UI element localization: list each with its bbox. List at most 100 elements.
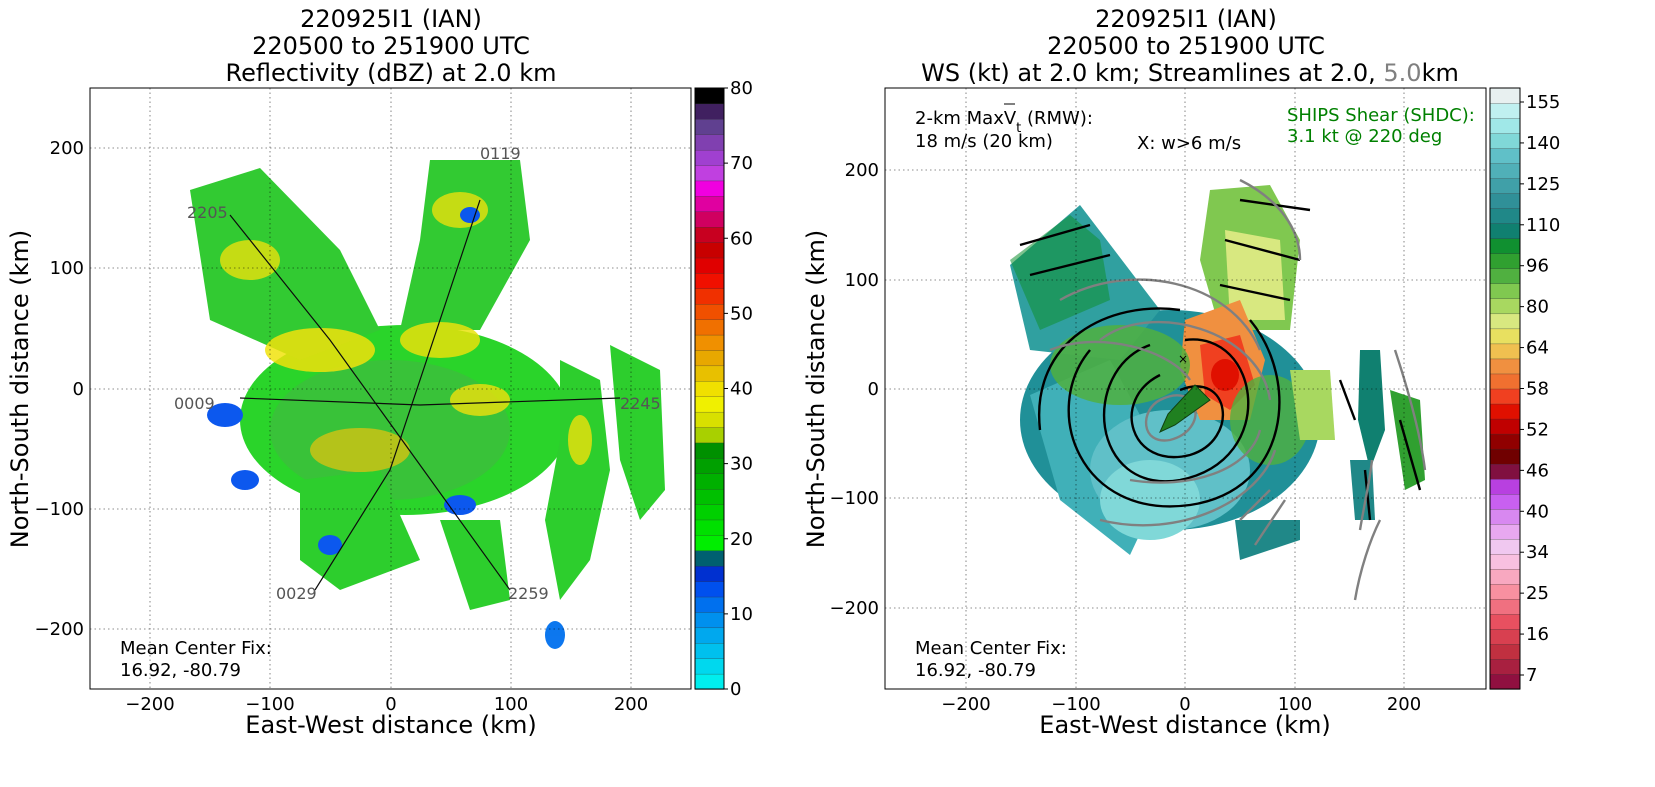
maxvt-label-suffix: (RMW): (1021, 108, 1093, 129)
colorbar-swatch (1489, 508, 1521, 525)
colorbar-tick-label: 60 (730, 228, 753, 249)
colorbar-swatch (694, 673, 725, 690)
colorbar-swatch (694, 658, 725, 675)
right-xtick-label: 0 (1179, 694, 1190, 715)
colorbar-swatch (694, 596, 725, 613)
colorbar-tick-label: 50 (730, 303, 753, 324)
colorbar-tick-label: 52 (1526, 419, 1549, 440)
right-xtick-label: −200 (941, 694, 990, 715)
colorbar-swatch (1489, 117, 1521, 134)
colorbar-swatch (694, 550, 725, 567)
colorbar-swatch (694, 457, 725, 474)
left-x-axis-label: East-West distance (km) (245, 711, 536, 739)
colorbar-tick-label: 25 (1526, 583, 1549, 604)
colorbar-swatch (1489, 193, 1521, 209)
updraft-marker: × (1178, 352, 1188, 366)
left-ytick-label: −100 (35, 499, 84, 520)
colorbar-swatch (1489, 628, 1521, 645)
right-grid (885, 88, 1486, 689)
colorbar-swatch (694, 534, 725, 551)
colorbar-swatch (1489, 568, 1521, 585)
colorbar-swatch (694, 349, 725, 367)
right-y-axis-label: North-South distance (km) (802, 230, 830, 549)
colorbar-swatch (1489, 433, 1521, 450)
colorbar-swatch (694, 426, 725, 444)
colorbar-swatch (1489, 328, 1521, 345)
colorbar-swatch (694, 519, 725, 536)
colorbar-swatch (1489, 253, 1521, 269)
left-title-line2: 220500 to 251900 UTC (252, 32, 530, 60)
left-y-axis-label: North-South distance (km) (6, 230, 34, 549)
colorbar-swatch (1489, 223, 1521, 239)
colorbar-swatch (1489, 177, 1521, 194)
colorbar-tick-label: 30 (730, 454, 753, 475)
right-title-line3-unit: km (1422, 59, 1459, 87)
colorbar-tick-label: 46 (1526, 460, 1549, 481)
colorbar-tick-label: 0 (730, 679, 741, 700)
right-title-line3: WS (kt) at 2.0 km; Streamlines at 2.0, 5… (921, 59, 1459, 87)
colorbar-tick-label: 80 (1526, 297, 1549, 318)
colorbar-swatch (694, 319, 725, 336)
colorbar-swatch (1489, 238, 1521, 254)
colorbar-swatch (1489, 102, 1521, 119)
colorbar-swatch (1489, 132, 1521, 149)
colorbar-swatch (1489, 583, 1521, 600)
left-xtick-label: −100 (245, 694, 294, 715)
time-label-2245: 2245 (620, 394, 661, 413)
colorbar-swatch (694, 303, 725, 320)
colorbar-tick-label: 64 (1526, 338, 1549, 359)
colorbar-tick-label: 40 (1526, 501, 1549, 522)
left-x-ticks: −200 −100 0 100 200 (125, 694, 648, 715)
colorbar-tick-label: 10 (730, 604, 753, 625)
right-ytick-label: 100 (845, 270, 879, 291)
colorbar-swatch (694, 134, 725, 151)
colorbar-swatch (1489, 658, 1521, 675)
colorbar-tick-label: 58 (1526, 379, 1549, 400)
colorbar-swatch (694, 334, 725, 351)
colorbar-tick-label: 125 (1526, 174, 1560, 195)
reflectivity-field (190, 160, 665, 649)
colorbar-swatch (694, 87, 725, 105)
colorbar-swatch (1489, 388, 1521, 405)
colorbar-tick-label: 80 (730, 78, 753, 99)
colorbar-swatch (694, 473, 725, 490)
time-label-0119: 0119 (480, 144, 521, 163)
left-xtick-label: 0 (385, 694, 396, 715)
right-xtick-label: 200 (1387, 694, 1421, 715)
colorbar-swatch (694, 164, 725, 182)
right-panel: 220925I1 (IAN) 220500 to 251900 UTC WS (… (802, 5, 1560, 739)
colorbar-swatch (694, 488, 725, 505)
wind-speed-field (1010, 185, 1425, 560)
colorbar-swatch (1489, 313, 1521, 330)
right-title-line2: 220500 to 251900 UTC (1047, 32, 1325, 60)
colorbar-swatch (694, 272, 725, 289)
right-x-axis-label: East-West distance (km) (1039, 711, 1330, 739)
colorbar-swatch (1489, 538, 1521, 555)
left-ytick-label: 0 (73, 379, 84, 400)
colorbar-swatch (1489, 268, 1521, 284)
colorbar-swatch (1489, 343, 1521, 360)
colorbar-tick-label: 140 (1526, 133, 1560, 154)
left-xtick-label: −200 (125, 694, 174, 715)
left-xtick-label: 100 (494, 694, 528, 715)
colorbar-tick-label: 20 (730, 529, 753, 550)
colorbar-swatch (1489, 598, 1521, 615)
left-grid (90, 88, 691, 689)
right-ytick-label: −200 (830, 598, 879, 619)
colorbar-tick-label: 34 (1526, 542, 1549, 563)
left-y-ticks: 200 100 0 −100 −200 (35, 138, 84, 640)
colorbar-swatch (1489, 478, 1521, 495)
colorbar-swatch (694, 580, 725, 598)
colorbar-swatch (1489, 643, 1521, 660)
time-label-2259: 2259 (508, 584, 549, 603)
colorbar-swatch (1489, 553, 1521, 570)
time-label-0009: 0009 (174, 394, 215, 413)
left-colorbar-ticks: 80 70 60 50 40 30 20 10 0 (724, 78, 753, 700)
maxvt-label-main: 2-km MaxV (915, 108, 1017, 129)
left-ytick-label: 100 (50, 258, 84, 279)
colorbar-swatch (694, 180, 725, 197)
maxvt-value: 18 m/s (20 km) (915, 131, 1053, 152)
right-plot-area: × (885, 88, 1486, 689)
colorbar-swatch (694, 442, 725, 459)
